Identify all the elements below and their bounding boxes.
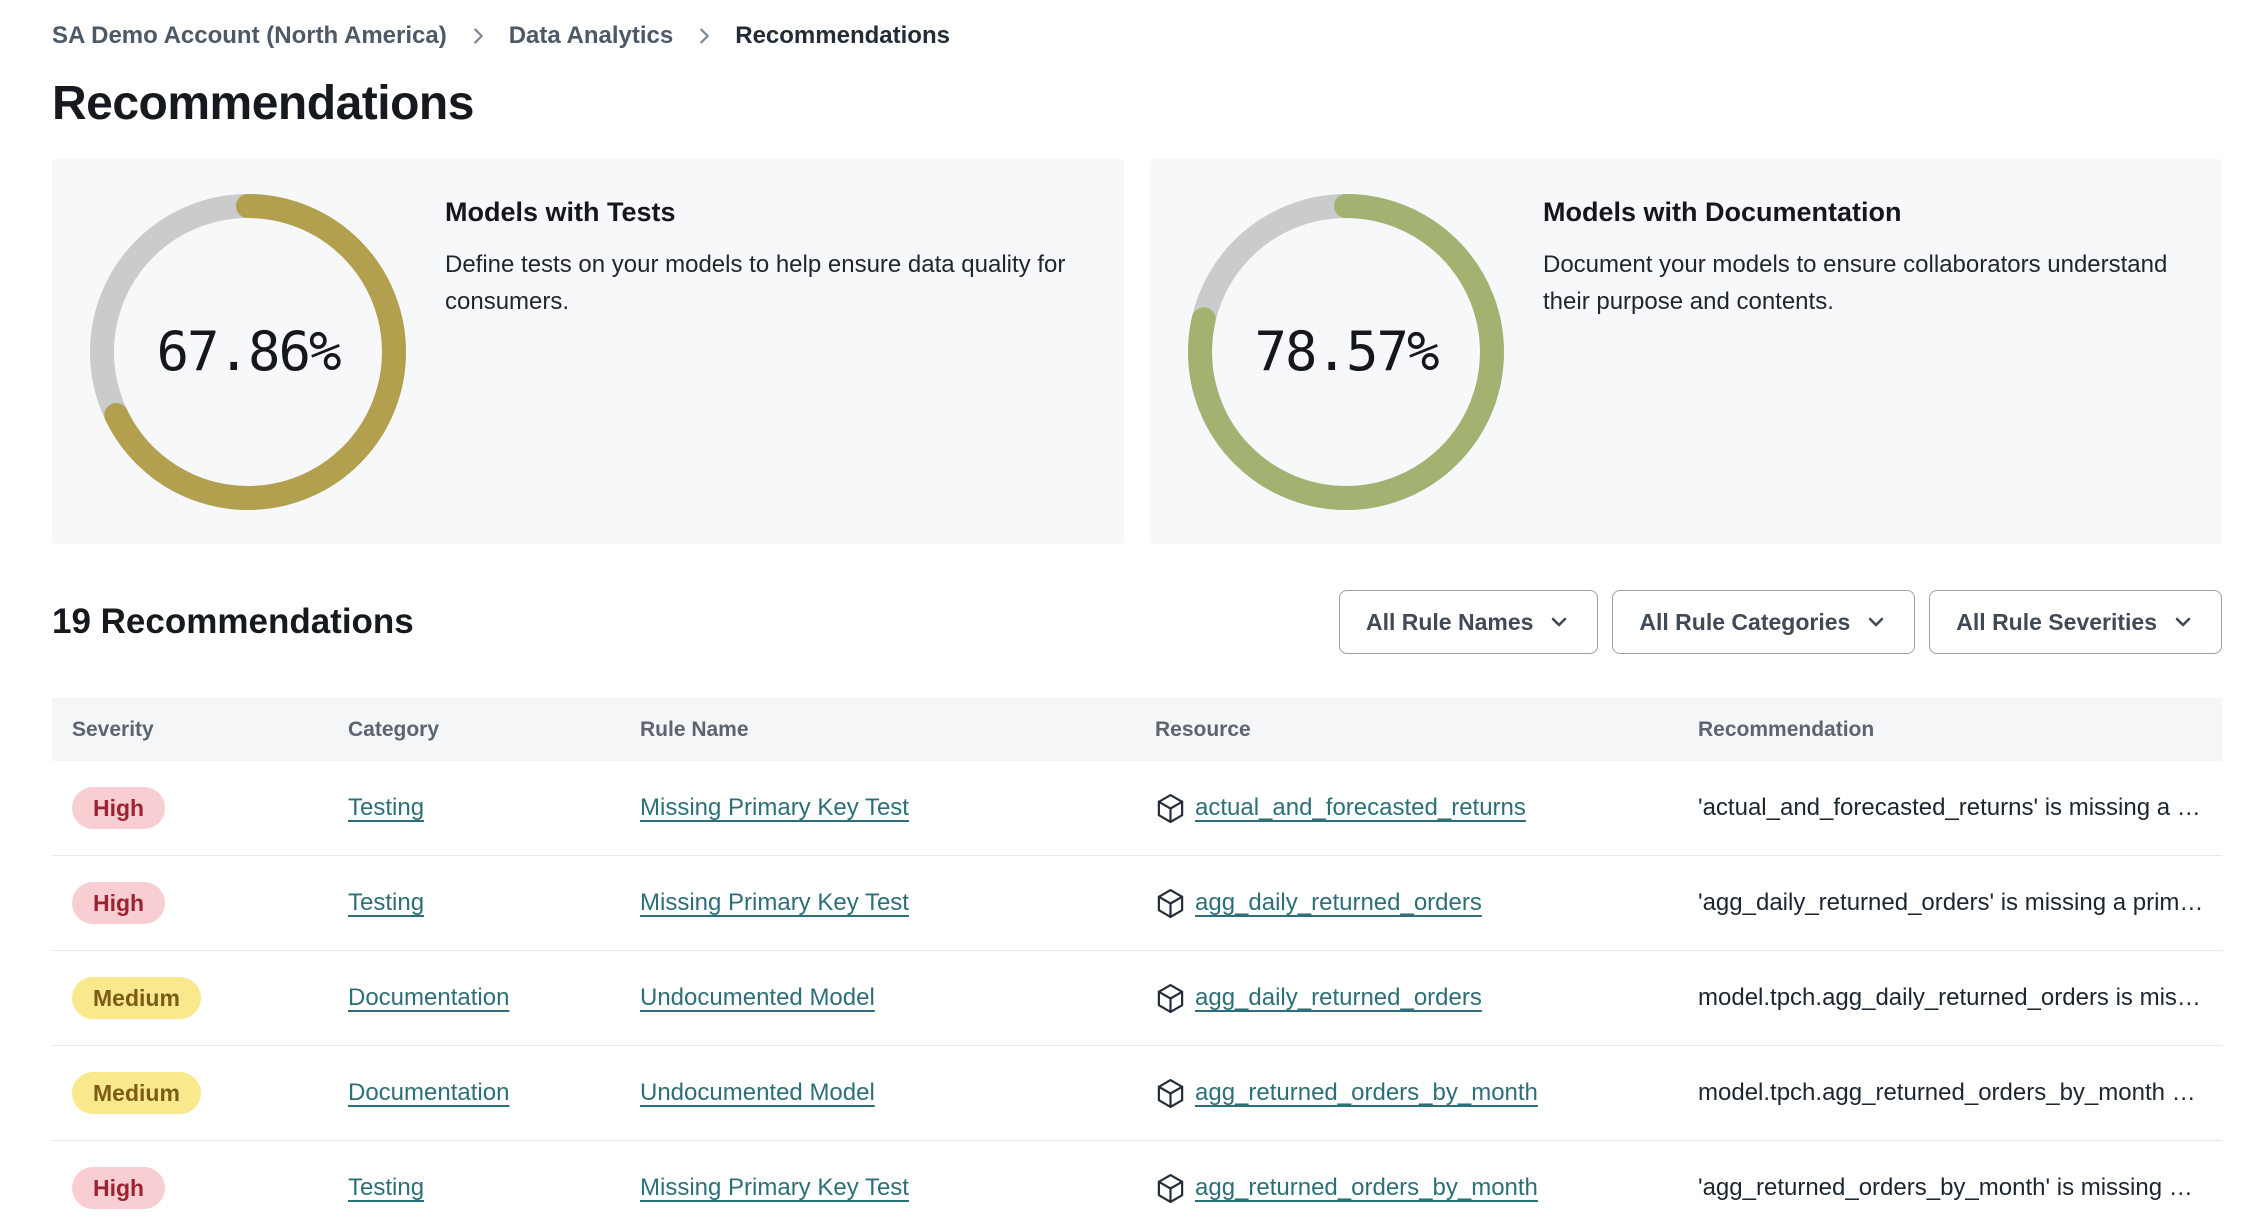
category-link[interactable]: Testing [348, 1174, 425, 1201]
rule-names-filter-dropdown[interactable]: All Rule Names [1338, 590, 1599, 654]
column-header-recommendation: Recommendation [1698, 717, 1875, 741]
table-header-row: Severity Category Rule Name Resource Rec… [52, 698, 2222, 761]
models-with-docs-card: 78.57% Models with Documentation Documen… [1150, 159, 2222, 544]
column-header-category: Category [348, 717, 440, 741]
docs-percent-value: 78.57% [1254, 320, 1439, 383]
docs-card-description: Document your models to ensure collabora… [1543, 251, 2168, 315]
rule-name-link[interactable]: Missing Primary Key Test [640, 889, 909, 916]
recommendation-text: 'agg_daily_returned_orders' is missing a… [1698, 889, 2204, 916]
tests-donut-chart: 67.86% [90, 193, 406, 510]
recommendation-text: model.tpch.agg_daily_returned_orders is … [1698, 984, 2201, 1011]
column-header-severity: Severity [72, 717, 154, 741]
category-link[interactable]: Testing [348, 889, 425, 916]
model-cube-icon [1155, 888, 1186, 919]
rule-name-link[interactable]: Undocumented Model [640, 984, 875, 1011]
column-header-resource: Resource [1155, 717, 1251, 741]
model-cube-icon [1155, 793, 1186, 824]
rule-severities-filter-dropdown[interactable]: All Rule Severities [1929, 590, 2222, 654]
chevron-down-icon [1547, 610, 1571, 634]
model-cube-icon [1155, 1078, 1186, 1109]
donut-progress-arc [90, 193, 406, 510]
recommendations-count: 19 Recommendations [52, 602, 414, 641]
breadcrumb-account[interactable]: SA Demo Account (North America) [52, 22, 447, 49]
table-row: Medium Documentation Undocumented Model … [52, 1046, 2222, 1141]
category-link[interactable]: Documentation [348, 1079, 510, 1106]
recommendations-table: Severity Category Rule Name Resource Rec… [52, 698, 2222, 1220]
chevron-down-icon [1864, 610, 1888, 634]
stat-cards: 67.86% Models with Tests Define tests on… [52, 159, 2222, 544]
table-row: Medium Documentation Undocumented Model … [52, 951, 2222, 1046]
chevron-right-icon [693, 25, 715, 47]
resource-link[interactable]: agg_returned_orders_by_month [1195, 1174, 1538, 1201]
donut-progress-arc [1188, 193, 1504, 510]
docs-donut-chart: 78.57% [1188, 193, 1504, 510]
model-cube-icon [1155, 1173, 1186, 1204]
resource-link[interactable]: agg_daily_returned_orders [1195, 889, 1482, 916]
rule-names-filter-label: All Rule Names [1365, 608, 1534, 635]
severity-badge: Medium [72, 1072, 201, 1114]
table-row: High Testing Missing Primary Key Test ac… [52, 761, 2222, 856]
table-body: High Testing Missing Primary Key Test ac… [52, 761, 2222, 1220]
category-link[interactable]: Testing [348, 794, 425, 821]
breadcrumb-current: Recommendations [735, 22, 950, 49]
tests-card-title: Models with Tests [445, 197, 676, 227]
recommendation-text: 'actual_and_forecasted_returns' is missi… [1698, 794, 2201, 821]
tests-percent-value: 67.86% [156, 320, 341, 383]
resource-link[interactable]: agg_returned_orders_by_month [1195, 1079, 1538, 1106]
recommendation-text: model.tpch.agg_returned_orders_by_month … [1698, 1079, 2196, 1106]
rule-name-link[interactable]: Missing Primary Key Test [640, 1174, 909, 1201]
chevron-down-icon [2171, 610, 2195, 634]
recommendation-text: 'agg_returned_orders_by_month' is missin… [1698, 1174, 2193, 1201]
model-cube-icon [1155, 983, 1186, 1014]
breadcrumb: SA Demo Account (North America) Data Ana… [52, 22, 2222, 50]
list-bar: 19 Recommendations All Rule Names All Ru… [52, 590, 2222, 654]
page-title: Recommendations [52, 77, 474, 130]
severity-badge: Medium [72, 977, 201, 1019]
chevron-right-icon [467, 25, 489, 47]
rule-name-link[interactable]: Undocumented Model [640, 1079, 875, 1106]
table-row: High Testing Missing Primary Key Test ag… [52, 1141, 2222, 1220]
rule-name-link[interactable]: Missing Primary Key Test [640, 794, 909, 821]
rule-categories-filter-dropdown[interactable]: All Rule Categories [1612, 590, 1916, 654]
docs-card-title: Models with Documentation [1543, 197, 1902, 227]
resource-link[interactable]: agg_daily_returned_orders [1195, 984, 1482, 1011]
severity-badge: High [72, 882, 166, 924]
rule-categories-filter-label: All Rule Categories [1639, 608, 1851, 635]
breadcrumb-project[interactable]: Data Analytics [508, 22, 674, 49]
severity-badge: High [72, 1167, 166, 1209]
category-link[interactable]: Documentation [348, 984, 510, 1011]
resource-link[interactable]: actual_and_forecasted_returns [1195, 794, 1526, 821]
column-header-rule-name: Rule Name [640, 717, 749, 741]
rule-severities-filter-label: All Rule Severities [1956, 608, 2157, 635]
tests-card-description: Define tests on your models to help ensu… [445, 251, 1066, 315]
filter-group: All Rule Names All Rule Categories All R… [1338, 590, 2222, 654]
severity-badge: High [72, 787, 166, 829]
table-row: High Testing Missing Primary Key Test ag… [52, 856, 2222, 951]
models-with-tests-card: 67.86% Models with Tests Define tests on… [52, 159, 1124, 544]
